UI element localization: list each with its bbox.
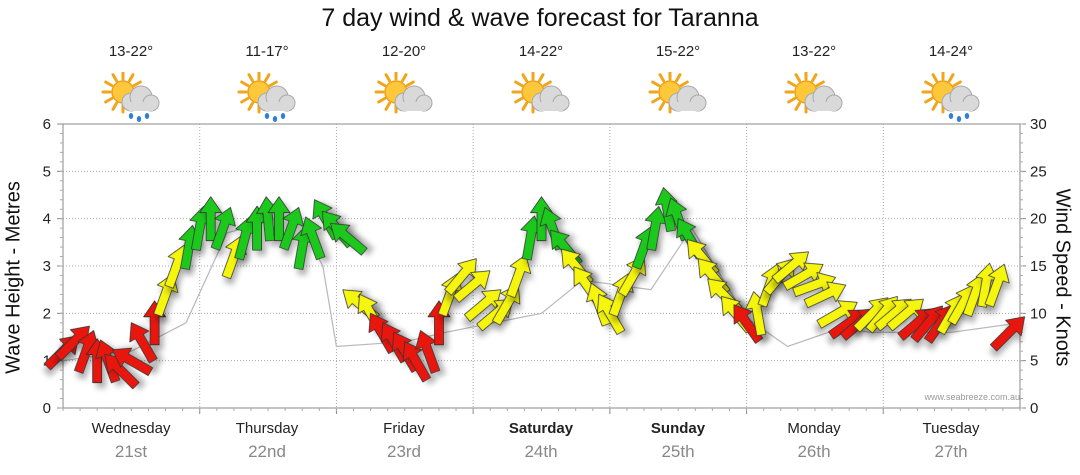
wind-arrow — [771, 251, 809, 284]
wind-arrow — [210, 207, 236, 251]
wind-arrow — [444, 258, 477, 296]
day-name-0: Wednesday — [91, 420, 171, 437]
day-name-1: Thursday — [235, 420, 299, 437]
day-temp-1: 11-17° — [245, 43, 289, 60]
y-left-tick-label: 3 — [43, 258, 51, 275]
y-left-tick-label: 0 — [43, 400, 51, 417]
wind-arrow — [279, 207, 305, 251]
y-right-tick-label: 20 — [1030, 211, 1047, 228]
watermark: www.seabreeze.com.au — [924, 392, 1020, 402]
y-right-tick-label: 30 — [1030, 116, 1047, 133]
day-temp-6: 14-24° — [928, 43, 974, 60]
wind-arrow — [267, 196, 291, 242]
day-name-5: Monday — [787, 420, 841, 437]
wind-arrow — [984, 263, 1010, 308]
y-left-tick-label: 2 — [43, 305, 51, 322]
y-right-tick-label: 0 — [1030, 400, 1038, 417]
chart-title: 7 day wind & wave forecast for Taranna — [321, 4, 759, 32]
wind-arrow — [803, 281, 847, 309]
day-date-2: 23rd — [386, 442, 422, 461]
wind-arrow — [402, 341, 431, 383]
sun-cloud-icon — [784, 72, 843, 114]
wind-arrow — [733, 304, 764, 344]
sun-cloud-rain-icon — [237, 72, 296, 122]
day-temp-2: 12-20° — [381, 43, 427, 60]
sun-cloud-icon — [648, 72, 707, 114]
sun-cloud-icon — [511, 72, 570, 114]
day-temp-3: 14-22° — [518, 43, 564, 60]
y-right-tick-label: 15 — [1030, 258, 1047, 275]
wind-arrow — [330, 223, 368, 256]
day-name-6: Tuesday — [922, 420, 980, 437]
day-temp-4: 15-22° — [655, 43, 701, 60]
y-left-tick-label: 4 — [43, 211, 51, 228]
sun-cloud-rain-icon — [101, 72, 160, 122]
sun-cloud-icon — [374, 72, 433, 114]
wind-arrow — [129, 322, 158, 364]
day-date-6: 27th — [934, 442, 968, 461]
y-right-tick-label: 5 — [1030, 353, 1038, 370]
day-name-3: Saturday — [508, 420, 574, 437]
day-date-5: 26th — [797, 442, 831, 461]
wind-arrow — [111, 347, 154, 376]
day-date-4: 25th — [661, 442, 695, 461]
wind-arrow — [199, 196, 223, 242]
wind-arrow — [300, 216, 326, 261]
y-right-tick-label: 25 — [1030, 163, 1047, 180]
wind-arrow — [452, 270, 491, 303]
day-date-1: 22nd — [248, 442, 286, 461]
y-right-tick-label: 10 — [1030, 305, 1047, 322]
y-left-tick-label: 6 — [43, 116, 51, 133]
day-date-0: 21st — [114, 442, 148, 461]
day-name-2: Friday — [383, 420, 425, 437]
y-left-tick-label: 5 — [43, 163, 51, 180]
sun-cloud-rain-icon — [921, 72, 980, 122]
day-date-3: 24th — [524, 442, 558, 461]
wind-arrow — [506, 254, 532, 299]
wind-arrow — [989, 316, 1026, 352]
day-temp-5: 13-22° — [791, 43, 837, 60]
day-name-4: Sunday — [650, 420, 706, 437]
day-temp-0: 13-22° — [108, 43, 154, 60]
wind-arrow — [463, 289, 502, 322]
